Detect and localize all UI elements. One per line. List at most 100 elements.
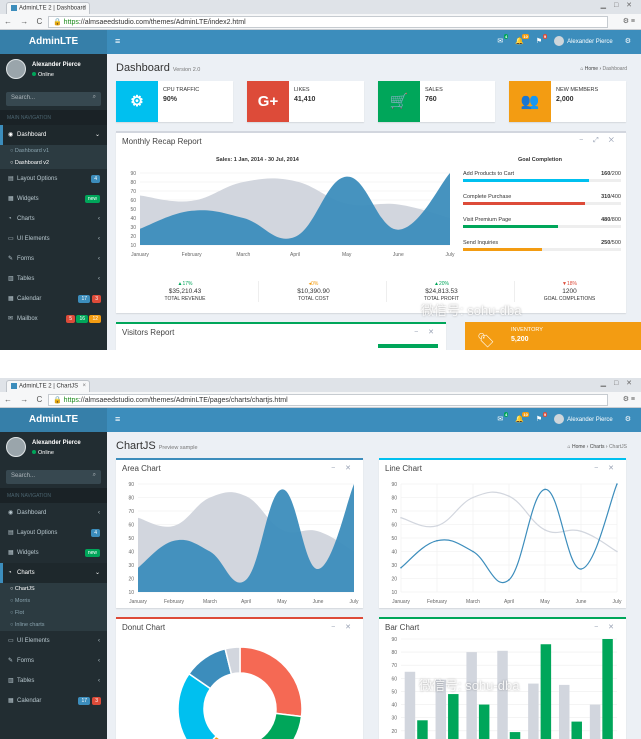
breadcrumb[interactable]: ⌂ Home › Dashboard [580,66,627,72]
sidebar-item-layout[interactable]: ▤ Layout Options 4 [0,169,107,189]
nav-buttons[interactable]: ← → C [4,395,46,404]
menu-toggle-icon[interactable]: ≡ [115,36,121,46]
url-input[interactable]: 🔒 https://almsaeedstudio.com/themes/Admi… [48,16,608,28]
sidebar-item-inline[interactable]: ○ Inline charts [0,619,107,631]
data-point [436,525,438,527]
y-tick-label: 10 [128,590,134,596]
tasks-icon[interactable]: ⚑ 9 [535,33,548,45]
sidebar-item-chartjs[interactable]: ○ ChartJS [0,583,107,595]
user-menu[interactable]: Alexander Pierce [554,36,613,46]
window-controls[interactable]: ▁ □ ✕ [600,380,635,387]
avatar [554,36,565,46]
sidebar-item-dashboard[interactable]: ◉ Dashboard ⌄ [0,125,107,145]
browser-menu-icon[interactable]: ⚙ ≡ [622,18,635,25]
data-point [472,496,474,499]
x-tick-label: July [446,252,455,258]
y-tick-label: 50 [130,207,136,213]
area-chart: 10 20 30 40 50 60 70 80 90 January February March Ap… [128,482,359,605]
visitors-box: Visitors Report − ✕ [116,322,446,350]
breadcrumb[interactable]: ⌂ Home › Charts › ChartJS [567,444,627,450]
sidebar-item-calendar[interactable]: ▦ Calendar 17 3 [0,289,107,309]
close-tab-icon[interactable]: × [82,383,86,389]
sidebar-item-dashboard-v1[interactable]: ○ Dashboard v1 [0,145,107,157]
window-controls[interactable]: ▁ □ ✕ [600,2,635,9]
logo[interactable]: AdminLTE [0,408,107,432]
logo[interactable]: AdminLTE [0,30,107,54]
sidebar-item-layout[interactable]: ▤ Layout Options 4 [0,523,107,543]
url-input[interactable]: 🔒 https://almsaeedstudio.com/themes/Admi… [48,394,608,406]
chart-title: Sales: 1 Jan, 2014 - 30 Jul, 2014 [216,157,299,163]
sidebar-item-flot[interactable]: ○ Flot [0,607,107,619]
x-tick-label: January [129,599,147,605]
box-tools[interactable]: − ✕ [414,329,438,336]
sidebar-item-forms[interactable]: ✎ Forms ‹ [0,249,107,269]
y-tick-label: 40 [130,216,136,222]
sidebar-item-ui[interactable]: ▭ UI Elements ‹ [0,229,107,249]
nav-buttons[interactable]: ← → C [4,17,46,26]
y-tick-label: 40 [391,550,397,556]
messages-icon[interactable]: ✉ 4 [497,411,509,423]
data-point [400,566,402,569]
box-tools[interactable]: − ✕ [594,624,618,631]
sidebar-item-charts[interactable]: ◔ Charts ⌄ [0,563,107,583]
sidebar-item-forms[interactable]: ✎ Forms ‹ [0,651,107,671]
browser-tab[interactable]: AdminLTE 2 | ChartJS × [6,380,90,392]
tasks-icon[interactable]: ⚑ 9 [535,411,548,423]
bar-may-1 [540,644,552,739]
sidebar-item-ui[interactable]: ▭ UI Elements ‹ [0,631,107,651]
data-point [400,516,402,519]
area-series-1 [138,484,354,592]
settings-icon[interactable]: ⚙ [624,415,631,423]
y-tick-label: 80 [391,496,397,502]
notifications-icon[interactable]: 🔔 10 [515,33,529,45]
sidebar-item-widgets[interactable]: ▦ Widgets new [0,189,107,209]
avatar [6,437,26,457]
box-tools[interactable]: − ✕ [331,624,355,631]
data-point [508,495,510,497]
watermark: 微信号: sohu-dba [419,678,520,693]
sidebar-item-mailbox[interactable]: ✉ Mailbox 5 16 12 [0,309,107,329]
address-bar: ← → C 🔒 https://almsaeedstudio.com/theme… [0,14,641,30]
search-input[interactable]: Search... ⌕ [6,92,101,106]
y-tick-label: 30 [391,563,397,569]
x-tick-label: April [290,252,300,258]
calendar-icon: ▦ [8,698,14,704]
search-input[interactable]: Search... ⌕ [6,470,101,484]
bar-april-0 [497,650,508,739]
y-tick-label: 60 [130,198,136,204]
menu-toggle-icon[interactable]: ≡ [115,414,121,424]
browser-menu-icon[interactable]: ⚙ ≡ [622,396,635,403]
browser-tabbar: AdminLTE 2 | Dashboard × ▁ □ ✕ [0,0,641,14]
user-menu[interactable]: Alexander Pierce [554,414,613,424]
donut-slice-5 [224,646,241,675]
close-tab-icon[interactable]: × [82,5,86,11]
data-point [508,579,510,581]
sidebar-item-charts[interactable]: ◔ Charts ‹ [0,209,107,229]
data-point [580,568,582,570]
laptop-icon: ▭ [8,236,14,242]
box-tools[interactable]: − ✕ [594,465,618,472]
messages-icon[interactable]: ✉ 4 [497,33,509,45]
sidebar-item-dashboard[interactable]: ◉ Dashboard ‹ [0,503,107,523]
x-tick-label: March [466,599,480,605]
sidebar-item-tables[interactable]: ▥ Tables ‹ [0,269,107,289]
line-chart-box: Line Chart − ✕ 10 20 30 40 50 60 70 80 90 January… [379,458,626,608]
sidebar-item-morris[interactable]: ○ Morris [0,595,107,607]
browser-tab[interactable]: AdminLTE 2 | Dashboard × [6,2,90,14]
sidebar-item-widgets[interactable]: ▦ Widgets new [0,543,107,563]
sidebar: AdminLTE Alexander Pierce Online Search.… [0,30,107,350]
search-icon[interactable]: ⌕ [92,94,96,100]
goal-progress: Send Inquiries 250/500 [463,240,621,251]
box-tools[interactable]: − ✕ [331,465,355,472]
box-tools[interactable]: − ⤢ ✕ [579,137,618,144]
sidebar-item-dashboard-v2[interactable]: ○ Dashboard v2 [0,157,107,169]
monthly-recap-box: Monthly Recap Report − ⤢ ✕ Sales: 1 Jan,… [116,131,626,313]
y-tick-label: 50 [391,536,397,542]
sidebar-item-calendar[interactable]: ▦ Calendar 17 3 [0,691,107,711]
y-tick-label: 50 [391,689,397,695]
bar-july-1 [602,639,613,739]
sidebar-item-tables[interactable]: ▥ Tables ‹ [0,671,107,691]
description-block: ◂0% $10,390.90 TOTAL COST [258,281,368,302]
settings-icon[interactable]: ⚙ [624,37,631,45]
notifications-icon[interactable]: 🔔 10 [515,411,529,423]
